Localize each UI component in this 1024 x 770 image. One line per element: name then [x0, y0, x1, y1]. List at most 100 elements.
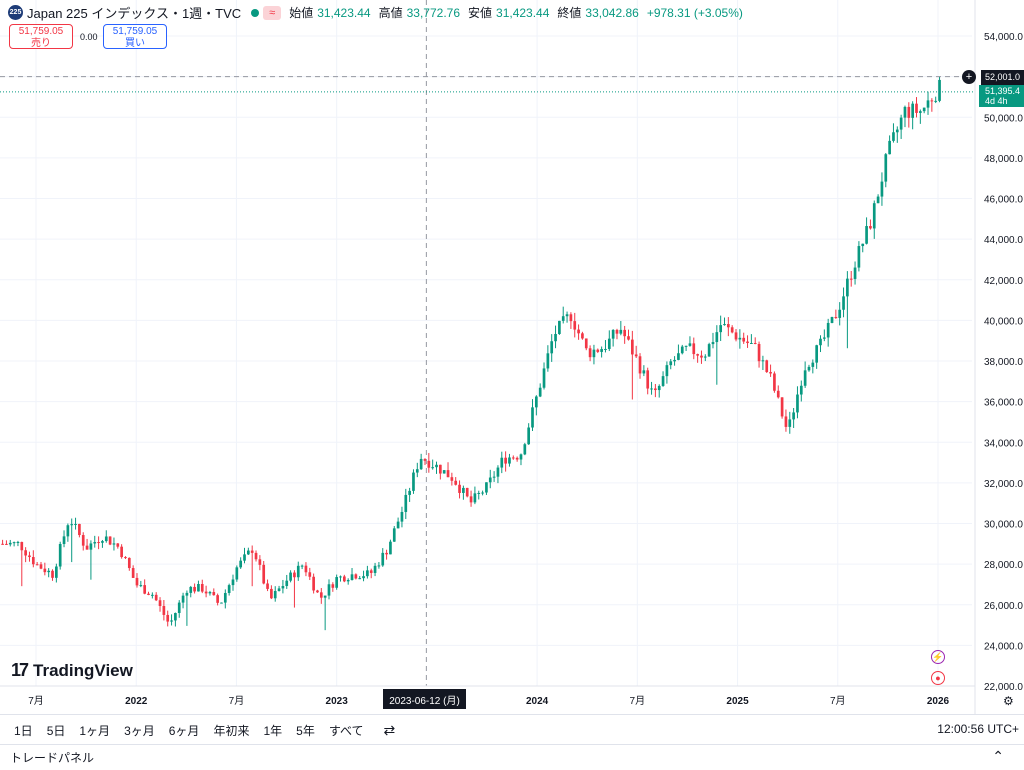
timeframe-3m[interactable]: 3ヶ月 [124, 723, 155, 738]
candle-body [300, 565, 304, 567]
timeframe-5d[interactable]: 5日 [46, 723, 66, 738]
candle-body [104, 536, 108, 542]
price-tick-label: 24,000.0 [984, 641, 1023, 652]
trade-panel-bar[interactable]: トレードパネル ⌃ [0, 744, 1024, 770]
candle-body [596, 349, 600, 352]
candle-body [323, 595, 327, 598]
candle-body [220, 602, 223, 604]
time-tick-label: 2023 [326, 696, 349, 707]
candle-body [577, 329, 580, 334]
candle-body [700, 355, 703, 358]
timeframe-ytd[interactable]: 年初来 [213, 723, 250, 738]
candle-body [607, 338, 611, 349]
symbol-title[interactable]: Japan 225 インデックス・1週・TVC [27, 6, 242, 21]
candle-body [500, 457, 504, 468]
candle-body [66, 525, 70, 537]
candle-body [872, 203, 876, 229]
candle-body [492, 476, 496, 478]
candle-body [884, 154, 888, 182]
lightning-icon[interactable]: ⚡ [931, 650, 945, 664]
candle-body [170, 620, 173, 622]
candle-body [630, 339, 634, 355]
timeframe-all[interactable]: すべて [328, 723, 364, 738]
candle-body [316, 590, 319, 593]
candle-body [343, 576, 346, 582]
symbol-legend[interactable]: 225 Japan 225 インデックス・1週・TVC ≈ 始値 31,423.… [8, 3, 747, 22]
price-tick-label: 46,000.0 [984, 195, 1023, 206]
settings-gear-icon[interactable]: ⚙ [1003, 694, 1014, 708]
candle-body [231, 579, 235, 586]
timeframe-5y[interactable]: 5年 [296, 723, 315, 738]
date-range-icon[interactable]: ⇄ [383, 721, 396, 738]
buy-button[interactable]: 51,759.05 買い [103, 24, 167, 49]
candle-body [74, 523, 77, 525]
timeframe-1y[interactable]: 1年 [263, 723, 283, 738]
candle-body [496, 467, 500, 477]
timeframe-1m[interactable]: 1ヶ月 [79, 723, 111, 738]
candle-body [408, 490, 411, 495]
timeframe-1d[interactable]: 1日 [14, 723, 33, 738]
candle-body [362, 576, 365, 579]
candle-body [523, 444, 527, 455]
price-tick-label: 22,000.0 [984, 682, 1023, 693]
candle-body [742, 337, 746, 342]
candle-body [135, 577, 139, 586]
candle-body [707, 344, 711, 357]
price-tick-label: 32,000.0 [984, 479, 1023, 490]
candle-body [435, 464, 438, 468]
candle-body [415, 469, 419, 473]
candle-body [392, 528, 396, 542]
candle-body [531, 407, 534, 428]
candle-body [20, 541, 24, 551]
candle-body [849, 278, 853, 280]
candle-body [477, 492, 481, 494]
time-tick-label: 7月 [229, 695, 245, 707]
candle-body [204, 591, 208, 594]
time-tick-label: 7月 [28, 695, 44, 707]
candle-body [62, 536, 66, 544]
axes: 54,000.052,000.050,000.048,000.046,000.0… [0, 0, 1023, 714]
candle-body [511, 457, 515, 459]
candle-body [51, 570, 54, 578]
record-icon[interactable]: ● [931, 671, 945, 685]
wave-badge-icon[interactable]: ≈ [263, 5, 282, 20]
candle-body [377, 565, 381, 567]
candle-body [508, 457, 511, 464]
tradingview-logo-icon: 17 [11, 660, 29, 680]
candle-body [638, 356, 642, 374]
candle-body [381, 552, 385, 566]
candle-body [715, 332, 719, 343]
candle-body [688, 343, 692, 346]
candle-body [85, 545, 89, 550]
candle-body [488, 477, 492, 483]
candle-body [673, 359, 676, 362]
candle-body [726, 324, 730, 328]
candle-body [227, 585, 231, 593]
price-tick-label: 50,000.0 [984, 113, 1023, 124]
clock-display[interactable]: 12:00:56 UTC+ [937, 722, 1019, 736]
candle-body [888, 140, 891, 155]
sell-button[interactable]: 51,759.05 売り [9, 24, 73, 49]
candle-body [131, 568, 135, 578]
candle-body [811, 362, 815, 367]
candle-body [254, 552, 258, 560]
chevron-up-icon[interactable]: ⌃ [992, 748, 1004, 764]
tradingview-logo[interactable]: 17 TradingView [11, 660, 133, 681]
bar-countdown: 4d 4h [985, 96, 1008, 106]
candle-body [826, 322, 830, 338]
add-alert-icon[interactable]: + [962, 70, 976, 84]
candle-body [611, 329, 615, 339]
candle-body [258, 559, 262, 565]
candle-body [120, 546, 123, 558]
high-value: 33,772.76 [406, 5, 460, 20]
candle-body [35, 564, 39, 566]
candle-body [5, 543, 8, 545]
price-chart[interactable]: 54,000.052,000.050,000.048,000.046,000.0… [0, 0, 1024, 714]
candle-body [911, 103, 914, 118]
candle-body [223, 592, 227, 603]
timeframe-6m[interactable]: 6ヶ月 [168, 723, 200, 738]
candle-body [734, 332, 738, 340]
crosshair-price-label: 52,001.0 [981, 70, 1024, 85]
time-tick-label: 7月 [630, 695, 646, 707]
candle-body [400, 511, 404, 522]
